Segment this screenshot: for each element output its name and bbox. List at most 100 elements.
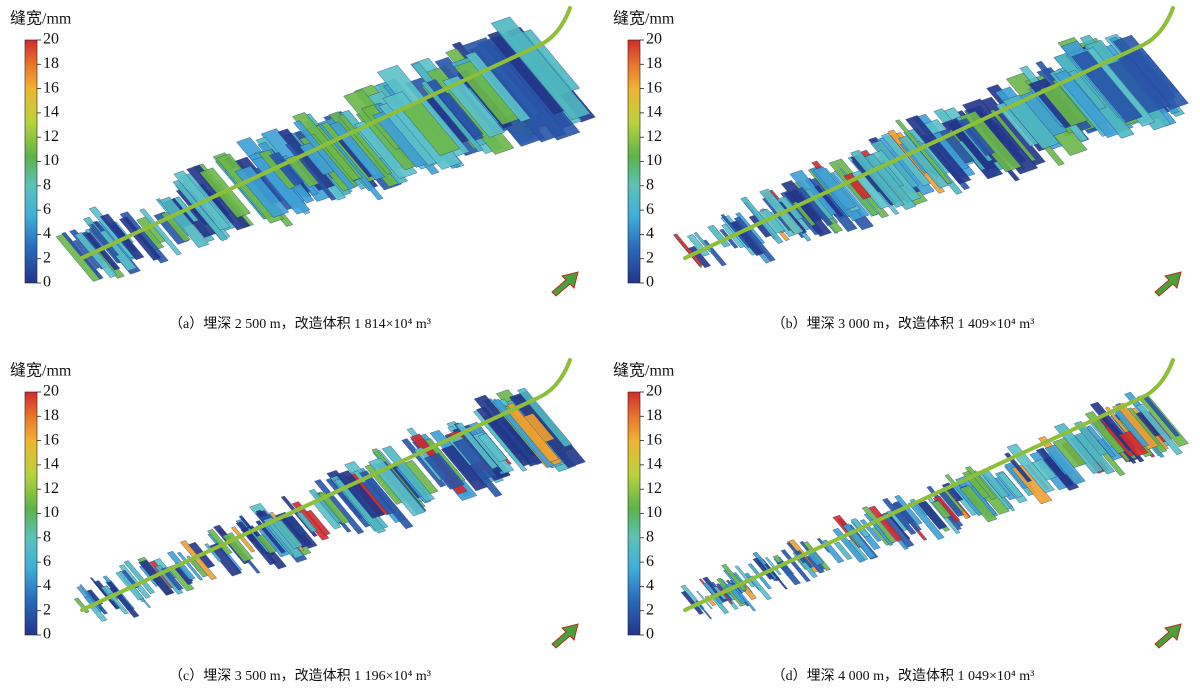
colorbar-tick-label: 2 xyxy=(43,601,51,618)
fracture xyxy=(440,444,488,492)
fracture xyxy=(438,92,484,138)
fracture xyxy=(1107,56,1171,114)
fracture xyxy=(338,114,393,175)
fracture xyxy=(780,549,811,583)
fracture xyxy=(368,457,426,517)
colorbar-tick-label: 6 xyxy=(646,201,654,218)
fracture-network xyxy=(73,387,586,622)
fracture xyxy=(119,216,162,261)
colorbar xyxy=(24,391,38,636)
fracture xyxy=(947,120,997,171)
panel: 缝宽/mm 0 2 4 6 8 10 12 14 16 18 20 （b）埋深 3 000 m，改造体积… xyxy=(613,6,1189,332)
colorbar-tick-label: 6 xyxy=(43,553,51,570)
fracture xyxy=(1044,444,1086,485)
panel: 缝宽/mm 0 2 4 6 8 10 12 14 16 18 20 （d）埋深 4 000 m，改造体积… xyxy=(613,358,1189,684)
colorbar-tick-label: 12 xyxy=(43,128,59,145)
fracture xyxy=(784,189,832,237)
colorbar-tick-label: 16 xyxy=(646,431,662,448)
direction-arrow xyxy=(551,623,579,649)
wellbore xyxy=(80,358,572,612)
fracture xyxy=(283,515,318,549)
colorbar-tick-label: 14 xyxy=(43,104,59,121)
fracture xyxy=(880,132,931,187)
fracture xyxy=(1054,70,1119,138)
fracture xyxy=(285,155,320,188)
colorbar-label: 缝宽/mm xyxy=(10,362,72,380)
fracture xyxy=(905,115,972,185)
fracture xyxy=(99,213,145,261)
fracture xyxy=(84,232,121,271)
fracture xyxy=(204,543,222,562)
colorbar-tick-label: 16 xyxy=(646,79,662,96)
colorbar-tick-label: 20 xyxy=(646,383,662,400)
fracture xyxy=(850,149,905,208)
fracture xyxy=(894,494,923,525)
colorbar-tick-label: 20 xyxy=(646,31,662,48)
fracture xyxy=(886,512,911,540)
fracture xyxy=(1074,432,1116,475)
colorbar-tick-label: 12 xyxy=(646,480,662,497)
fracture xyxy=(1002,94,1060,150)
direction-arrow xyxy=(551,271,579,297)
fracture xyxy=(917,500,948,530)
colorbar-tick-label: 8 xyxy=(646,176,654,193)
fracture xyxy=(160,567,184,591)
panel: 缝宽/mm 0 2 4 6 8 10 12 14 16 18 20 （c）埋深 3 500 m，改造体积… xyxy=(10,358,586,684)
colorbar-tick-label: 0 xyxy=(646,626,654,643)
fracture-network xyxy=(55,16,596,282)
fracture xyxy=(776,560,801,586)
colorbar-tick-label: 12 xyxy=(646,128,662,145)
colorbar-tick-label: 6 xyxy=(646,553,654,570)
colorbar-tick-label: 10 xyxy=(646,504,662,521)
fracture xyxy=(796,187,834,226)
colorbar-label: 缝宽/mm xyxy=(613,10,675,28)
colorbar-tick-label: 8 xyxy=(646,528,654,545)
colorbar-tick-label: 4 xyxy=(43,225,51,242)
colorbar-tick-label: 2 xyxy=(646,249,654,266)
fracture xyxy=(166,564,195,592)
fracture xyxy=(172,179,228,242)
direction-arrow xyxy=(1154,623,1182,649)
fracture xyxy=(868,505,903,542)
caption: （c）埋深 3 500 m，改造体积 1 196×10⁴ m³ xyxy=(169,668,431,684)
fracture xyxy=(158,196,210,248)
fracture xyxy=(894,119,953,185)
fracture xyxy=(317,491,350,525)
fracture xyxy=(423,452,465,490)
colorbar-tick-label: 14 xyxy=(43,456,59,473)
colorbar-tick-label: 10 xyxy=(43,152,59,169)
fracture xyxy=(1118,430,1149,457)
caption: （a）埋深 2 500 m，改造体积 1 814×10⁴ m³ xyxy=(169,316,431,332)
fracture xyxy=(898,135,949,189)
fracture xyxy=(716,585,734,605)
colorbar-tick-label: 4 xyxy=(646,225,654,242)
colorbar-tick-label: 4 xyxy=(646,577,654,594)
fracture xyxy=(492,398,555,468)
fracture xyxy=(295,511,318,533)
fracture xyxy=(452,437,497,480)
fracture xyxy=(720,214,752,249)
fracture xyxy=(335,470,386,519)
fracture xyxy=(850,170,890,210)
colorbar-tick-label: 14 xyxy=(646,456,662,473)
wellbore xyxy=(80,6,572,260)
colorbar-tick-label: 8 xyxy=(43,176,51,193)
caption: （d）埋深 4 000 m，改造体积 1 049×10⁴ m³ xyxy=(772,668,1035,684)
colorbar-tick-label: 0 xyxy=(43,626,51,643)
wellbore xyxy=(683,6,1175,260)
colorbar-tick-label: 18 xyxy=(646,55,662,72)
fracture-network xyxy=(680,391,1189,620)
colorbar-tick-label: 14 xyxy=(646,104,662,121)
colorbar-tick-label: 18 xyxy=(43,55,59,72)
colorbar-tick-label: 18 xyxy=(646,407,662,424)
fracture xyxy=(1068,69,1107,110)
fracture xyxy=(255,520,287,554)
fracture xyxy=(997,471,1024,498)
fracture xyxy=(490,16,591,121)
fracture xyxy=(473,410,528,472)
colorbar xyxy=(24,39,38,284)
fracture xyxy=(833,541,853,560)
colorbar-tick-label: 12 xyxy=(43,480,59,497)
colorbar-tick-label: 8 xyxy=(43,528,51,545)
